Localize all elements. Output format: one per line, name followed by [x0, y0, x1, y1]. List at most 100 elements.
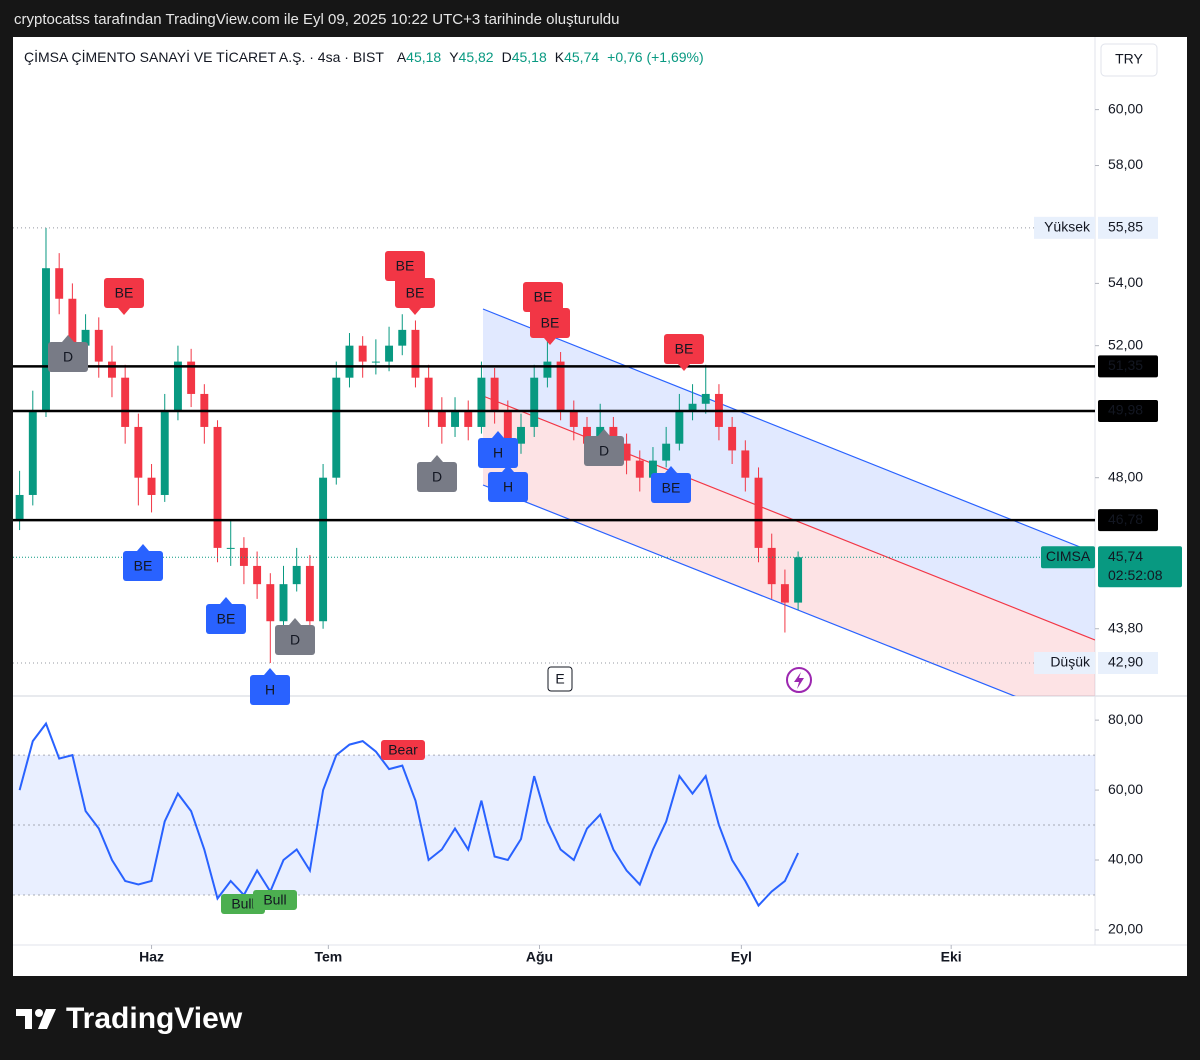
- candle-body: [213, 426, 222, 548]
- signal-label: BE: [541, 315, 560, 331]
- signal-label: BE: [662, 480, 681, 496]
- x-tick-label: Eki: [941, 949, 962, 965]
- legend-change: +0,76 (+1,69%): [607, 49, 704, 65]
- candle-body: [780, 584, 789, 603]
- candle-body: [569, 410, 578, 427]
- candle-body: [675, 410, 684, 444]
- signal-label: D: [432, 469, 442, 485]
- channel-upper-fill: [483, 309, 1095, 640]
- signal-label: D: [63, 349, 73, 365]
- y-tick-label: 58,00: [1108, 156, 1143, 172]
- candle-body: [305, 565, 314, 622]
- signal-label: Bull: [231, 896, 254, 912]
- signal-pointer: [118, 308, 130, 315]
- level-box: [1098, 355, 1158, 378]
- candle-body: [332, 377, 341, 478]
- rsi-line: [18, 721, 800, 908]
- signal-box: [523, 282, 563, 312]
- signal-label: H: [493, 445, 503, 461]
- candle-body: [121, 377, 130, 427]
- candle-body: [28, 410, 37, 495]
- signal-box: [478, 438, 518, 468]
- legend-key: D: [502, 49, 512, 65]
- signal-label: BE: [134, 558, 153, 574]
- signal-pointer: [220, 597, 232, 604]
- x-tick-label: Ağu: [526, 949, 553, 965]
- candle-body: [490, 377, 499, 411]
- candle-body: [424, 377, 433, 411]
- level-box: [1098, 509, 1158, 532]
- signal-pointer: [492, 431, 504, 438]
- y-tick-label: 48,00: [1108, 468, 1143, 484]
- candle-body: [15, 494, 24, 520]
- signal-label: H: [265, 682, 275, 698]
- candle-body: [239, 547, 248, 566]
- candle-body: [451, 410, 459, 427]
- x-tick-label: Eyl: [731, 949, 752, 965]
- symbol-box: [1041, 546, 1095, 569]
- channel-lower: [482, 484, 1017, 696]
- signal-box: [48, 342, 88, 372]
- x-tick-label: Haz: [139, 949, 164, 965]
- legend-value: 45,82: [459, 49, 494, 65]
- signal-label: H: [503, 479, 513, 495]
- candle-body: [688, 403, 697, 411]
- candle-body: [292, 565, 301, 585]
- candle-body: [477, 377, 486, 427]
- signal-box: [385, 251, 425, 281]
- candle-body: [187, 361, 196, 394]
- signal-box: [651, 473, 691, 503]
- candle-body: [728, 426, 737, 451]
- brand-logo: [16, 1009, 56, 1029]
- signal-box: [104, 278, 144, 308]
- brand-name: TradingView: [66, 1002, 243, 1035]
- candle-body: [358, 345, 367, 362]
- channel-upper: [482, 308, 1095, 554]
- candle-body: [635, 460, 644, 478]
- signal-pointer: [409, 308, 421, 315]
- candle-body: [411, 329, 420, 378]
- currency-box[interactable]: [1100, 43, 1158, 77]
- high-name-box: [1034, 216, 1095, 239]
- high-value-box: [1098, 216, 1158, 239]
- signal-box: [206, 604, 246, 634]
- signal-pointer: [598, 429, 610, 436]
- candle-body: [398, 329, 407, 346]
- low-value: 42,90: [1108, 654, 1143, 670]
- high-value: 55,85: [1108, 219, 1143, 235]
- candle-body: [701, 393, 710, 404]
- signal-label: D: [599, 443, 609, 459]
- signal-box: [381, 740, 425, 760]
- signal-pointer: [431, 455, 443, 462]
- legend-value: 45,18: [406, 49, 441, 65]
- y-tick-label: 54,00: [1108, 274, 1143, 290]
- signal-box: [417, 462, 457, 492]
- candle-body: [55, 268, 64, 299]
- candle-body: [279, 584, 288, 622]
- signal-label: Bear: [388, 742, 418, 758]
- signal-box: [395, 278, 435, 308]
- legend-key: K: [555, 49, 565, 65]
- low-name: Düşük: [1050, 654, 1091, 670]
- candle-body: [253, 565, 262, 585]
- candle-body: [147, 477, 156, 495]
- candle-body: [108, 361, 116, 378]
- candle-body: [81, 329, 90, 346]
- x-tick-label: Tem: [314, 949, 342, 965]
- signal-pointer: [665, 466, 677, 473]
- low-name-box: [1034, 651, 1095, 674]
- y-tick-label: 43,80: [1108, 619, 1143, 635]
- candle-body: [371, 361, 380, 363]
- candle-body: [622, 443, 631, 461]
- signal-label: BE: [406, 285, 425, 301]
- y-tick-label: 52,00: [1108, 336, 1143, 352]
- candle-body: [160, 410, 169, 495]
- candle-body: [94, 329, 103, 362]
- signal-label: BE: [675, 341, 694, 357]
- signal-box: [275, 625, 315, 655]
- candle-body: [266, 584, 275, 622]
- signal-box: [488, 472, 528, 502]
- legend-value: 45,18: [512, 49, 547, 65]
